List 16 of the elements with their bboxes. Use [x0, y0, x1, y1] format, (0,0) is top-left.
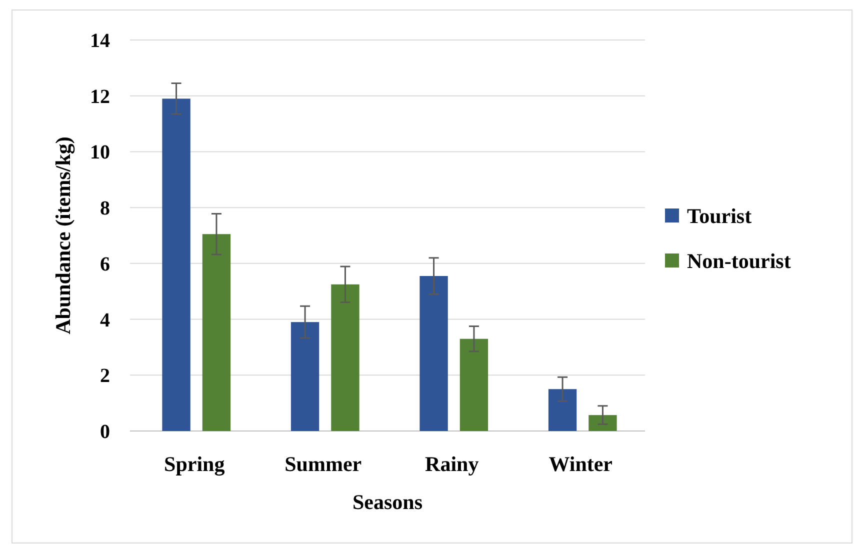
x-tick-label: Summer [284, 452, 362, 476]
y-tick-label: 6 [100, 253, 110, 276]
y-tick-label: 8 [100, 198, 110, 220]
x-axis-title: Seasons [352, 490, 423, 514]
y-tick-label: 12 [90, 86, 110, 108]
x-tick-label: Spring [164, 452, 226, 476]
y-tick-label: 10 [90, 142, 110, 164]
legend-label: Non-tourist [687, 248, 791, 273]
y-axis-title: Abundance (items/kg) [51, 136, 75, 334]
y-tick-label: 4 [100, 309, 110, 332]
x-tick-label: Rainy [425, 452, 480, 476]
y-tick-label: 0 [100, 421, 110, 443]
legend-label: Tourist [687, 204, 752, 228]
x-tick-label: Winter [548, 452, 613, 476]
y-tick-label: 2 [100, 365, 110, 388]
y-tick-label: 14 [90, 30, 110, 52]
